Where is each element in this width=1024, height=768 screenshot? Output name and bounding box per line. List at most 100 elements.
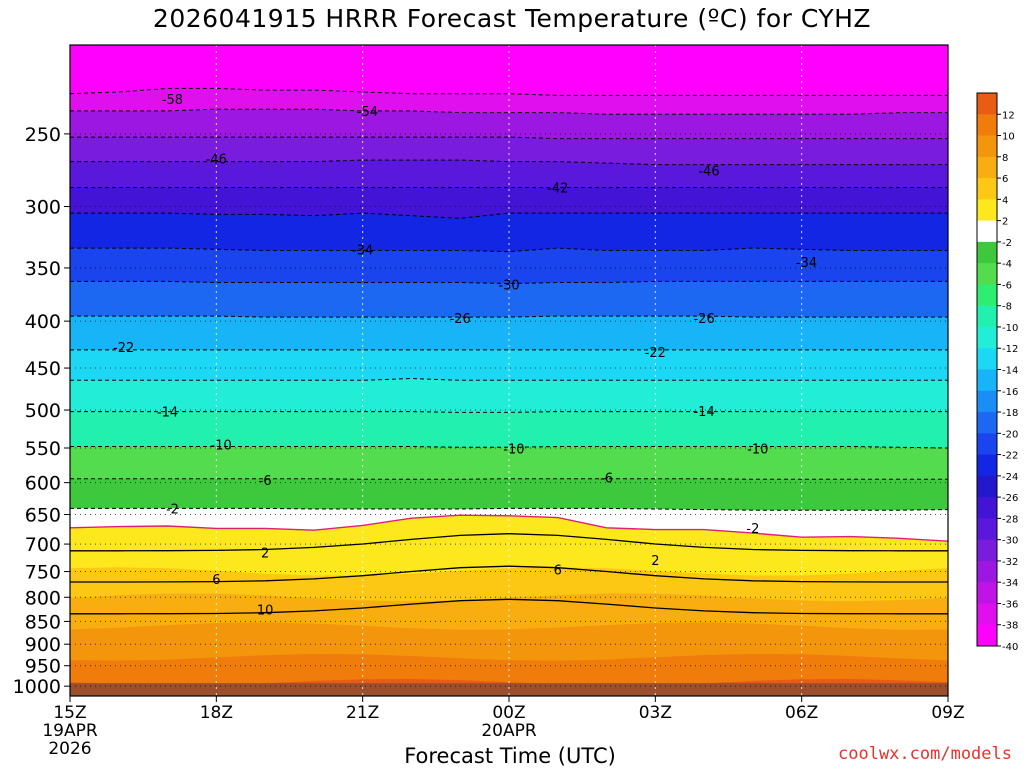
colorbar-cell [977,475,997,498]
colorbar-cell [977,305,997,328]
colorbar-cell [977,603,997,626]
colorbar-tick-label: -28 [1002,514,1018,525]
colorbar-tick-label: -4 [1002,259,1012,270]
isotherm-contour [70,136,948,140]
x-tick-sublabel: 2026 [48,739,91,759]
contour-label: -14 [693,405,714,420]
colorbar-tick-label: -6 [1002,280,1012,291]
colorbar-cell [977,156,997,179]
colorbar-tick-label: -40 [1002,642,1018,653]
x-tick-label: 00Z [492,703,525,723]
colorbar-cell [977,369,997,392]
y-tick-label: 800 [25,587,61,609]
colorbar-cell [977,539,997,562]
y-tick-label: 450 [25,358,61,380]
colorbar-tick-label: -24 [1002,472,1018,483]
contour-label: -22 [645,346,666,361]
isotherm-contour [70,478,948,480]
contour-label: -6 [259,474,272,489]
x-tick-label: 18Z [200,703,233,723]
contour-label: -2 [166,502,179,517]
x-tick-label: 03Z [639,703,672,723]
colorbar-tick-label: -14 [1002,366,1018,377]
plot-area: -58-54-46-46-42-34-34-30-26 -26-22 -22-14-… [70,45,948,696]
contour-label: -34 [352,243,373,258]
y-tick-label: 250 [25,124,61,146]
colorbar-tick-label: -16 [1002,387,1018,398]
isotherm-contour [70,315,948,318]
colorbar-tick-label: -38 [1002,621,1018,632]
y-tick-label: 1000 [13,676,61,698]
y-tick-label: 950 [25,656,61,678]
colorbar-cell [977,178,997,200]
x-tick-sublabel: 20APR [481,721,537,741]
colorbar-tick-label: -34 [1002,578,1018,589]
y-tick-label: 850 [25,611,61,633]
colorbar-cell [977,114,997,137]
y-tick-label: 400 [25,311,61,333]
colorbar-tick-label: 8 [1002,153,1008,164]
colorbar-tick-label: -22 [1002,451,1018,462]
contour-label: 2 [651,554,659,569]
colorbar-cell [977,284,997,307]
colorbar-cell [977,412,997,434]
y-axis: 2503003504004505005506006507007508008509… [13,124,70,698]
colorbar-tick-label: 10 [1002,132,1015,143]
x-axis-label: Forecast Time (UTC) [404,744,616,768]
warm-isotherm-contour [70,565,948,583]
colorbar-cell [977,199,997,222]
zero-isotherm-contour [70,514,948,542]
contour-label: 10 [257,604,274,619]
contour-label: -58 [162,93,183,108]
contour-label: -6 [600,471,613,486]
y-tick-label: 350 [25,258,61,280]
isotherm-contour [70,446,948,449]
contour-label: 6 [554,563,562,578]
credit-link[interactable]: coolwx.com/models [838,744,1012,764]
contour-label: -14 [157,406,178,421]
isotherm-contour [70,411,948,413]
contour-label: -46 [698,164,719,179]
colorbar-tick-label: 12 [1002,110,1015,121]
colorbar-tick-label: 2 [1002,217,1008,228]
colorbar-cell [977,624,997,647]
colorbar-cell [977,582,997,604]
colorbar-cell [977,497,997,519]
contour-label: -10 [503,443,524,458]
colorbar-tick-label: -8 [1002,302,1012,313]
x-tick-label: 06Z [785,703,818,723]
colorbar-cell [977,220,997,243]
colorbar-legend: 12 10 8 6 4 2 -2 -4 -6 -8 -10 -12 -14 -16 -18 -20 -22 -24… [976,92,1018,653]
colorbar-tick-label: -2 [1002,238,1012,249]
colorbar-cell [977,93,997,115]
colorbar-cell [977,263,997,285]
colorbar-cell [977,348,997,370]
contour-label: -34 [796,256,817,271]
chart-title: 2026041915 HRRR Forecast Temperature (ºC… [152,4,872,33]
contour-label: -30 [498,279,519,294]
isotherm-contour [70,108,948,115]
y-tick-label: 750 [25,562,61,584]
colorbar-tick-label: -20 [1002,429,1018,440]
colorbar-cell [977,135,997,158]
y-tick-label: 900 [25,634,61,656]
colorbar-cell [977,241,997,264]
contour-label: -22 [113,341,134,356]
contour-label: -2 [746,522,759,537]
x-tick-label: 21Z [346,703,379,723]
contour-label: -10 [747,443,768,458]
y-tick-label: 550 [25,438,61,460]
contour-label: 6 [212,573,220,588]
colorbar-cell [977,326,997,349]
contour-label: -46 [206,153,227,168]
contour-label: -54 [357,105,378,120]
colorbar-tick-label: -12 [1002,344,1018,355]
y-tick-label: 700 [25,534,61,556]
x-tick-label: 15Z [53,703,86,723]
y-tick-label: 500 [25,400,61,422]
colorbar-tick-label: -10 [1002,323,1018,334]
y-tick-label: 300 [25,197,61,219]
isotherm-contour [70,159,948,166]
